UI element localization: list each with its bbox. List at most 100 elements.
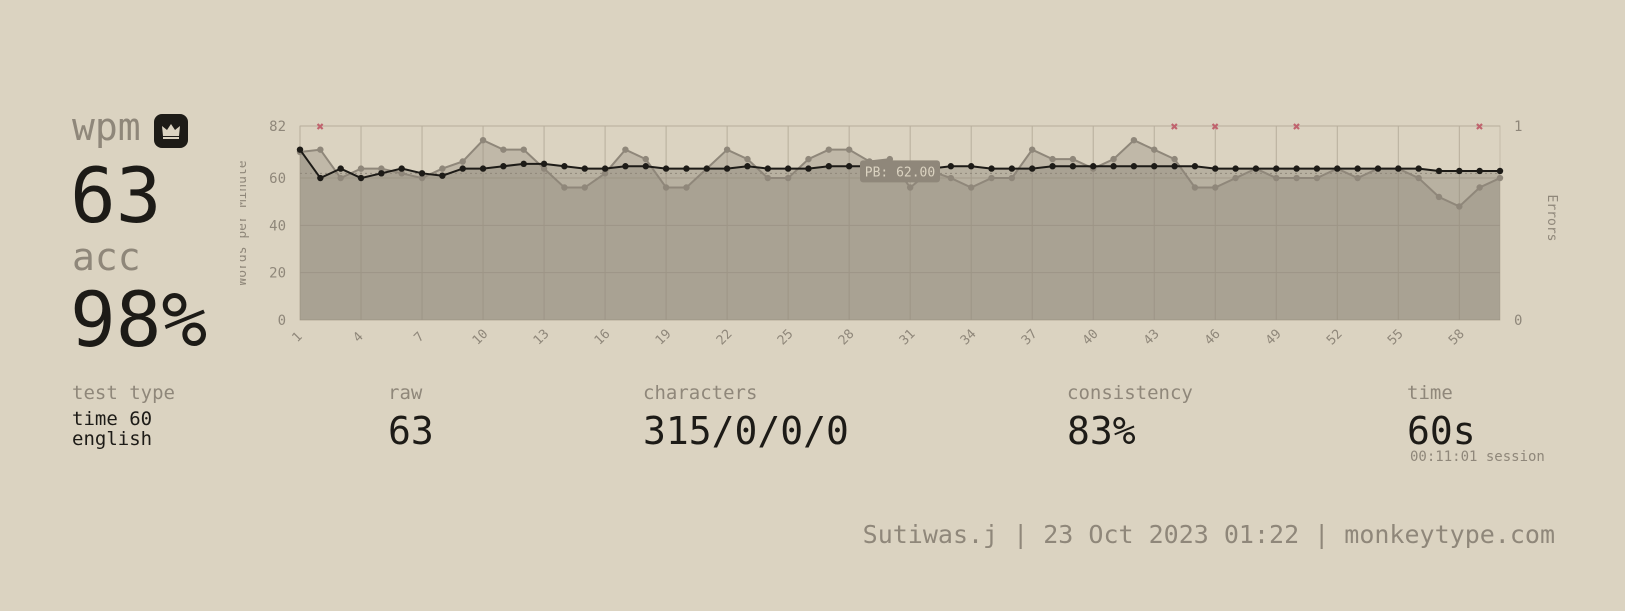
wpm-point — [1171, 163, 1178, 170]
raw-point — [988, 174, 995, 182]
raw-point — [1354, 174, 1361, 182]
wpm-point — [967, 163, 975, 170]
x-tick-label: 58 — [1446, 327, 1468, 349]
raw-point — [1130, 136, 1138, 144]
x-tick-label: 25 — [775, 327, 797, 349]
wpm-point — [296, 146, 304, 153]
raw-label: raw — [388, 382, 423, 404]
raw-point — [845, 146, 853, 153]
raw-point — [662, 184, 670, 191]
raw-point — [418, 174, 426, 182]
wpm-point — [1212, 165, 1219, 172]
y-tick-label: 82 — [269, 119, 286, 135]
x-tick-label: 22 — [714, 327, 736, 349]
raw-point — [1171, 155, 1178, 163]
wpm-point — [459, 165, 466, 172]
error-marker: ✖ — [316, 120, 324, 135]
x-tick-label: 49 — [1263, 327, 1285, 349]
wpm-point — [1090, 163, 1097, 170]
x-tick-label: 46 — [1202, 327, 1224, 349]
wpm-point — [1151, 163, 1158, 170]
crown-icon — [162, 124, 180, 139]
wpm-point — [1374, 165, 1382, 172]
session-time: 00:11:01 session — [1410, 449, 1545, 465]
test-type-label: test type — [72, 382, 175, 404]
wpm-point — [378, 170, 385, 177]
wpm-point — [1130, 163, 1138, 170]
raw-point — [1212, 184, 1219, 191]
raw-point — [723, 146, 731, 153]
raw-point — [947, 174, 955, 182]
raw-point — [1049, 155, 1056, 163]
x-tick-label: 31 — [897, 327, 919, 349]
wpm-point — [1273, 165, 1280, 172]
wpm-point — [337, 165, 344, 172]
wpm-point — [601, 165, 609, 172]
raw-point — [1110, 155, 1117, 163]
raw-point — [1476, 184, 1483, 191]
wpm-point — [418, 170, 426, 177]
raw-point — [540, 165, 548, 172]
wpm-point — [1415, 165, 1422, 172]
wpm-point — [662, 165, 670, 172]
wpm-point — [357, 174, 365, 182]
raw-point — [744, 155, 751, 163]
raw-value: 63 — [388, 409, 434, 453]
y-axis-title: Words per Minute — [240, 160, 250, 285]
wpm-point — [805, 165, 812, 172]
raw-point — [520, 146, 527, 153]
raw-point — [683, 184, 690, 191]
y2-axis-title: Errors — [1544, 195, 1559, 242]
wpm-point — [1476, 167, 1483, 175]
x-tick-label: 28 — [836, 327, 858, 349]
consistency-label: consistency — [1067, 382, 1193, 404]
y2-tick-label: 1 — [1514, 119, 1522, 135]
time-value: 60s — [1407, 409, 1476, 453]
wpm-point — [1456, 167, 1463, 175]
wpm-point — [1313, 165, 1321, 172]
wpm-point — [520, 160, 527, 168]
x-tick-label: 4 — [350, 329, 366, 345]
raw-point — [357, 165, 365, 172]
raw-point — [906, 184, 914, 191]
raw-point — [1415, 174, 1422, 182]
wpm-point — [703, 165, 710, 172]
raw-point — [805, 155, 812, 163]
pb-label-box — [860, 160, 940, 183]
raw-point — [1435, 193, 1443, 201]
raw-point — [1313, 174, 1321, 182]
x-tick-label: 37 — [1019, 327, 1041, 349]
y-tick-label: 20 — [269, 266, 286, 282]
acc-value: 98% — [70, 275, 208, 364]
wpm-point — [500, 163, 507, 170]
x-tick-label: 16 — [592, 327, 614, 349]
wpm-point — [540, 160, 548, 168]
y-tick-label: 60 — [269, 171, 286, 187]
wpm-area — [300, 149, 1500, 320]
wpm-point — [1496, 167, 1504, 175]
test-type-language: english — [72, 428, 153, 450]
wpm-point — [622, 163, 629, 170]
wpm-point — [317, 174, 324, 182]
test-type-value: time 60 — [72, 408, 153, 430]
raw-point — [1496, 174, 1504, 182]
raw-point — [1151, 146, 1158, 153]
raw-point — [601, 170, 609, 177]
wpm-point — [744, 163, 751, 170]
raw-point — [1029, 146, 1036, 153]
raw-point — [1232, 174, 1239, 182]
wpm-point — [683, 165, 690, 172]
error-marker: ✖ — [1476, 120, 1484, 135]
wpm-point — [1395, 165, 1402, 172]
wpm-point — [1110, 163, 1117, 170]
characters-value: 315/0/0/0 — [643, 409, 849, 453]
x-tick-label: 7 — [411, 329, 427, 345]
x-tick-label: 13 — [531, 327, 553, 349]
wpm-point — [1435, 167, 1443, 175]
raw-point — [398, 170, 405, 177]
personal-best-badge — [154, 114, 188, 148]
x-tick-label: 40 — [1080, 327, 1102, 349]
wpm-point — [1008, 165, 1016, 172]
x-tick-label: 43 — [1141, 327, 1163, 349]
